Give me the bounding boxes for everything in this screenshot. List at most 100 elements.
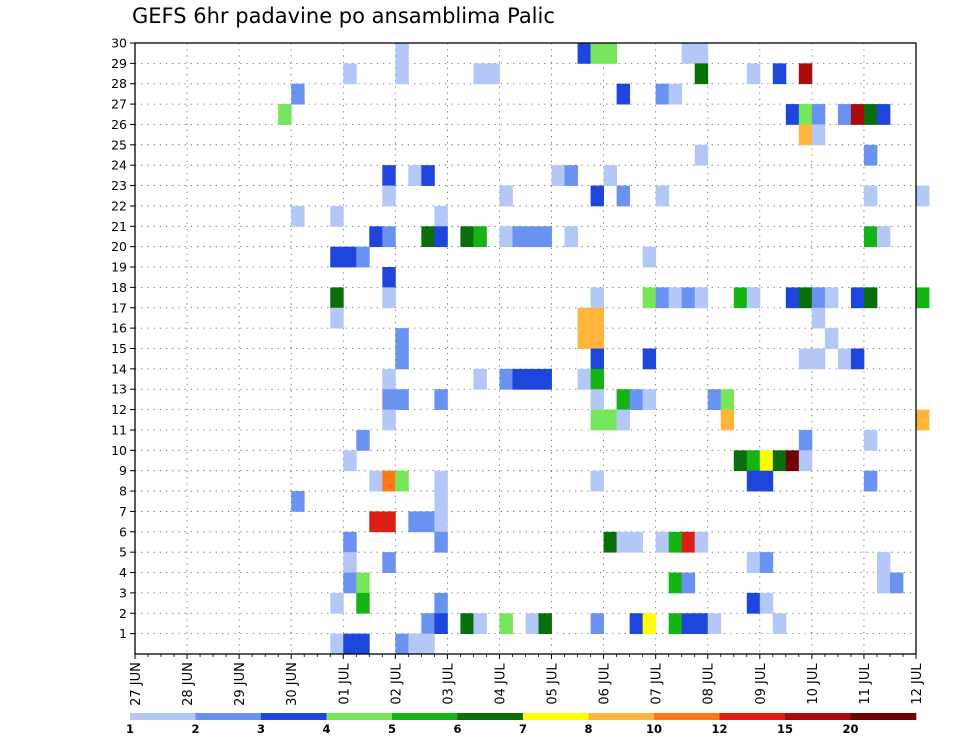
data-cell: [811, 104, 826, 125]
data-cell: [694, 63, 709, 85]
data-cell: [642, 287, 657, 309]
data-cell: [278, 104, 292, 125]
data-cell: [616, 83, 631, 105]
data-cell: [434, 226, 448, 248]
data-cell: [759, 592, 774, 614]
data-cell: [382, 470, 396, 492]
data-cell: [785, 450, 800, 472]
data-cell: [499, 226, 513, 248]
data-cell: [434, 491, 448, 512]
y-tick-label: 19: [111, 260, 127, 275]
y-tick-label: 24: [111, 158, 127, 173]
data-cell: [824, 287, 839, 309]
data-cell: [837, 104, 852, 125]
data-cell: [382, 409, 396, 431]
x-tick-label: 03 JUL: [441, 663, 456, 705]
colorbar-tick-label: 12: [711, 722, 727, 736]
data-cell: [694, 531, 709, 553]
data-cell: [499, 613, 513, 635]
data-cell: [590, 328, 604, 349]
x-tick-label: 11 JUL: [858, 663, 873, 705]
data-cell: [850, 104, 865, 125]
colorbar-swatch: [850, 713, 917, 720]
x-tick-label: 10 JUL: [806, 663, 821, 705]
data-cell: [356, 633, 370, 655]
data-cell: [616, 409, 631, 431]
data-cell: [590, 409, 604, 431]
colorbar-tick-label: 6: [453, 722, 461, 736]
data-cell: [642, 389, 657, 410]
data-cell: [668, 613, 683, 635]
data-cell: [603, 165, 618, 186]
data-cell: [824, 328, 839, 349]
x-tick-label: 08 JUL: [702, 663, 717, 705]
data-cell: [863, 429, 878, 451]
data-cell: [772, 613, 787, 635]
data-cell: [408, 165, 422, 186]
data-cell: [746, 450, 761, 472]
data-cell: [434, 389, 448, 410]
data-cell: [343, 450, 357, 472]
colorbar-swatch: [785, 713, 851, 720]
data-cell: [798, 124, 813, 146]
data-cell: [629, 531, 644, 553]
data-cell: [916, 287, 930, 309]
data-cell: [343, 572, 357, 594]
data-cell: [473, 63, 487, 85]
data-cell: [382, 552, 396, 573]
data-cell: [408, 511, 422, 533]
data-cell: [668, 83, 683, 105]
x-axis: 27 JUN 28 JUN 29 JUN 30 JUN 01 JUL 02 JUL 03 J…: [129, 654, 925, 706]
data-cell: [421, 511, 435, 533]
data-cell: [434, 511, 448, 533]
y-tick-label: 18: [111, 280, 127, 295]
data-cell: [369, 511, 383, 533]
data-cell: [330, 592, 344, 614]
data-cell: [876, 226, 891, 248]
data-cell: [681, 287, 696, 309]
y-tick-label: 13: [111, 382, 127, 397]
data-cell: [798, 429, 813, 451]
data-cell: [551, 165, 565, 186]
data-cell: [577, 307, 591, 329]
data-cell: [798, 104, 813, 125]
x-tick-label: 29 JUN: [233, 662, 248, 706]
data-cell: [863, 104, 878, 125]
data-cell: [330, 246, 344, 268]
data-cell: [577, 368, 591, 390]
data-cell: [785, 287, 800, 309]
data-cell: [616, 389, 631, 410]
data-cell: [460, 613, 474, 635]
data-cell: [916, 409, 930, 431]
data-cell: [746, 63, 761, 85]
data-cell: [694, 43, 709, 64]
data-cell: [291, 491, 305, 512]
data-cell: [590, 287, 604, 309]
data-cell: [408, 633, 422, 655]
x-tick-label: 01 JUL: [337, 663, 352, 705]
data-cell: [889, 572, 904, 594]
data-cell: [512, 226, 526, 248]
colorbar-tick-label: 4: [322, 722, 330, 736]
data-cell: [811, 124, 826, 146]
data-cell: [395, 633, 409, 655]
data-cell: [421, 633, 435, 655]
data-cell: [850, 348, 865, 370]
data-cell: [720, 389, 735, 410]
data-cell: [694, 613, 709, 635]
data-cell: [668, 287, 683, 309]
colorbar-tick-label: 20: [842, 722, 858, 736]
data-cell: [733, 287, 748, 309]
data-cell: [694, 287, 709, 309]
data-cell: [343, 531, 357, 553]
data-cell: [434, 531, 448, 553]
y-tick-label: 25: [111, 137, 127, 152]
data-cell: [759, 470, 774, 492]
data-cell: [395, 348, 409, 370]
data-cell: [681, 531, 696, 553]
data-cell: [499, 368, 513, 390]
data-cell: [694, 144, 709, 166]
x-tick-label: 09 JUL: [754, 663, 769, 705]
data-cell: [876, 552, 891, 573]
